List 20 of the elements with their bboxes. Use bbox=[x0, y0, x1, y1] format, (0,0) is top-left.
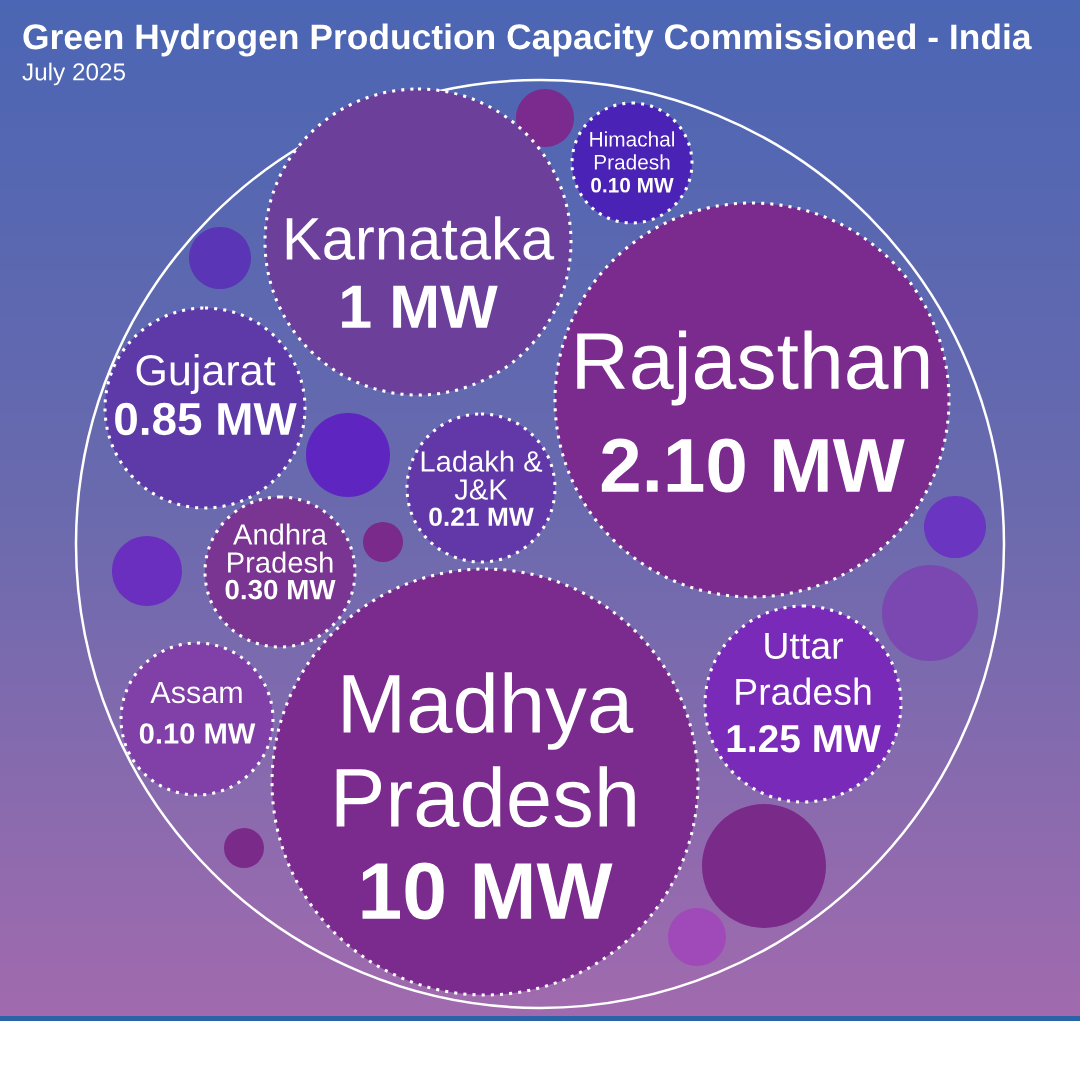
category-label: Rajasthan bbox=[577, 330, 929, 406]
data-label: 1.25 MW bbox=[727, 724, 881, 753]
category-label: Madhya Pradesh bbox=[336, 672, 635, 828]
category-label: Gujarat bbox=[136, 353, 276, 395]
category-label: Assam bbox=[150, 681, 242, 704]
text: Green Hydrogen Production Capacity Commissioned - India bbox=[23, 23, 1032, 57]
category-label: Karnataka bbox=[286, 216, 555, 261]
data-label: 0.10 MW bbox=[139, 723, 256, 744]
data-label: 0.85 MW bbox=[115, 402, 297, 436]
category-label: Ladakh & J&K bbox=[421, 450, 543, 500]
data-label: 1 MW bbox=[342, 285, 498, 328]
category-label: Andhra Pradesh bbox=[228, 523, 333, 573]
data-label: 0.30 MW bbox=[225, 579, 336, 600]
data-label: 0.10 MW bbox=[591, 177, 674, 193]
category-label: Uttar Pradesh bbox=[736, 632, 871, 706]
text: July 2025 bbox=[22, 62, 126, 86]
category-label: Himachal Pradesh bbox=[590, 131, 675, 170]
data-label: 10 MW bbox=[362, 862, 613, 920]
data-label: 2.10 MW bbox=[601, 438, 905, 493]
data-label: 0.21 MW bbox=[429, 507, 534, 527]
